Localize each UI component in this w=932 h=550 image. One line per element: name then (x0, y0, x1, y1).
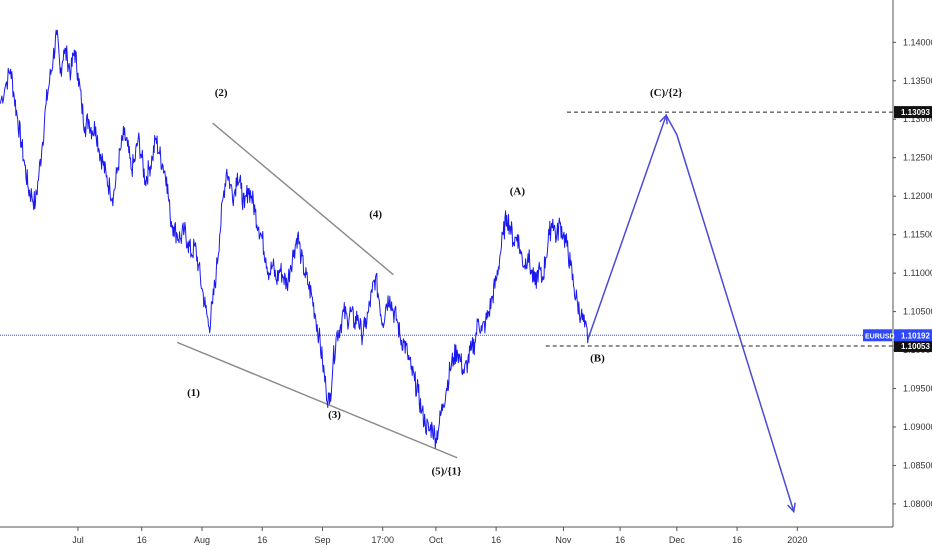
wave-label: (3) (328, 409, 341, 421)
time-tick-label: 16 (732, 535, 742, 545)
symbol-tag-text: EURUSD (865, 333, 895, 340)
price-tick-label: 1.12500 (903, 153, 932, 163)
time-tick-label: 16 (257, 535, 267, 545)
time-tick-label: 2020 (787, 535, 807, 545)
wave-label: (A) (510, 186, 526, 198)
projection-path[interactable] (587, 113, 795, 512)
time-tick-label: Aug (194, 535, 210, 545)
wave-label: (B) (590, 353, 605, 365)
time-tick-label: Oct (429, 535, 444, 545)
projection-up-arrowhead (659, 113, 668, 125)
price-tick-label: 1.09000 (903, 422, 932, 432)
time-tick-label: 17:00 (371, 535, 394, 545)
price-tick-label: 1.11000 (903, 268, 932, 278)
price-tick-label: 1.12000 (903, 191, 932, 201)
time-tick-label: 16 (137, 535, 147, 545)
current-price-tag (894, 329, 932, 342)
wave-label: (1) (187, 387, 200, 399)
time-tick-label: Dec (669, 535, 686, 545)
support-level-tag (894, 339, 932, 352)
time-tick-label: Nov (555, 535, 572, 545)
wave-label: (2) (215, 87, 228, 99)
symbol-tag (863, 329, 892, 342)
price-series-line (0, 29, 589, 449)
upper-wedge-line[interactable] (212, 122, 394, 276)
wave-label: (C)/{2} (650, 87, 683, 99)
support-level-tag-text: 1.10053 (901, 342, 930, 351)
time-tick-label: Jul (72, 535, 84, 545)
price-tick-label: 1.08500 (903, 460, 932, 470)
wave-label: (5)/{1} (431, 466, 461, 478)
price-tick-label: 1.09500 (903, 384, 932, 394)
price-tick-label: 1.13500 (903, 76, 932, 86)
target-level-tag (894, 106, 932, 119)
wave-label: (4) (369, 209, 382, 221)
time-tick-label: 16 (615, 535, 625, 545)
lower-wedge-line[interactable] (176, 341, 458, 459)
price-tick-label: 1.08000 (903, 499, 932, 509)
price-tick-label: 1.10500 (903, 307, 932, 317)
target-level-tag-text: 1.13093 (901, 108, 930, 117)
price-tick-label: 1.11500 (903, 230, 932, 240)
current-price-tag-text: 1.10192 (901, 331, 930, 340)
projection-down-arrowhead (787, 502, 796, 514)
price-tick-label: 1.14000 (903, 37, 932, 47)
price-tick-label: 1.13000 (903, 114, 932, 124)
time-tick-label: 16 (491, 535, 501, 545)
time-tick-label: Sep (314, 535, 330, 545)
